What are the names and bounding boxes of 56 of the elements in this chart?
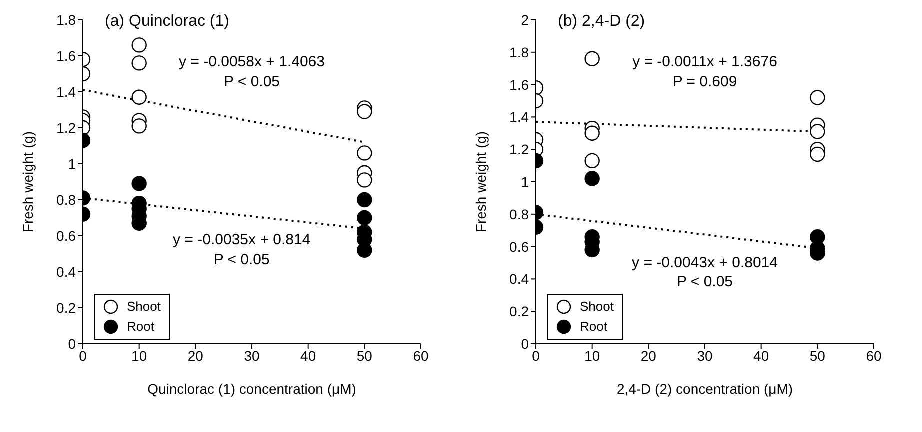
point — [810, 146, 826, 162]
y-tick-label: 0 — [521, 336, 530, 352]
annotation: y = -0.0058x + 1.4063 — [179, 54, 325, 71]
x-tick-label: 60 — [413, 348, 429, 364]
point — [810, 124, 826, 140]
y-tick-label: 2 — [521, 12, 530, 28]
y-tick-label: 1.6 — [510, 76, 530, 93]
y-tick-label: 1.8 — [56, 12, 76, 28]
x-tick-label: 20 — [640, 348, 657, 364]
legend-label: Root — [127, 318, 154, 336]
y-tick-label: 0.8 — [56, 192, 76, 208]
x-axis-title: 2,4-D (2) concentration (μM) — [616, 381, 794, 397]
y-tick-label: 0 — [68, 336, 76, 352]
y-tick-label: 0.6 — [56, 228, 76, 244]
x-tick-label: 50 — [356, 348, 373, 364]
y-axis-title: Fresh weight (g) — [20, 131, 36, 233]
x-tick-label: 30 — [697, 348, 713, 364]
y-tick-label: 0.8 — [510, 206, 530, 222]
legend-label: Shoot — [127, 298, 161, 316]
y-tick-label: 1 — [68, 156, 76, 172]
y-tick-label: 1.2 — [56, 120, 76, 136]
x-tick-label: 10 — [584, 348, 600, 364]
annotation: P = 0.609 — [672, 73, 738, 90]
y-tick-label: 0.2 — [510, 304, 530, 320]
x-tick-label: 40 — [754, 348, 770, 364]
y-tick-label: 0.4 — [56, 264, 76, 280]
annotation: y = -0.0035x + 0.814 — [173, 232, 311, 249]
y-tick-label: 1.2 — [510, 142, 530, 158]
x-axis-title: Quinclorac (1) concentration (μM) — [148, 381, 356, 397]
y-tick-label: 1.4 — [510, 109, 530, 126]
annotation: P < 0.05 — [676, 274, 734, 291]
x-tick-label: 50 — [810, 348, 826, 364]
x-tick-label: 10 — [132, 348, 148, 364]
y-axis-title: Fresh weight (g) — [472, 131, 489, 233]
point — [810, 90, 826, 106]
x-tick-label: 0 — [532, 348, 540, 364]
x-tick-label: 20 — [188, 348, 204, 364]
annotation: P < 0.05 — [214, 251, 270, 268]
y-tick-label: 1.6 — [56, 48, 76, 64]
y-tick-label: 0.2 — [56, 300, 76, 316]
chart-title: (b) 2,4-D (2) — [558, 13, 646, 30]
x-tick-label: 40 — [300, 348, 316, 364]
annotation: P < 0.05 — [224, 73, 280, 90]
y-tick-label: 0.4 — [510, 271, 530, 288]
annotation: y = -0.0043x + 0.8014 — [632, 254, 778, 272]
y-tick-label: 1 — [521, 174, 530, 190]
chart-title: (a) Quinclorac (1) — [105, 13, 230, 30]
y-tick-label: 1.8 — [510, 44, 530, 60]
x-tick-label: 0 — [79, 348, 88, 364]
legend-label: Shoot — [580, 298, 614, 316]
y-tick-label: 1.4 — [56, 84, 76, 100]
y-tick-label: 0.6 — [510, 238, 530, 255]
x-tick-label: 30 — [244, 348, 260, 364]
annotation: y = -0.0011x + 1.3676 — [632, 54, 778, 71]
legend-label: Root — [580, 318, 608, 336]
x-tick-label: 60 — [866, 348, 882, 364]
